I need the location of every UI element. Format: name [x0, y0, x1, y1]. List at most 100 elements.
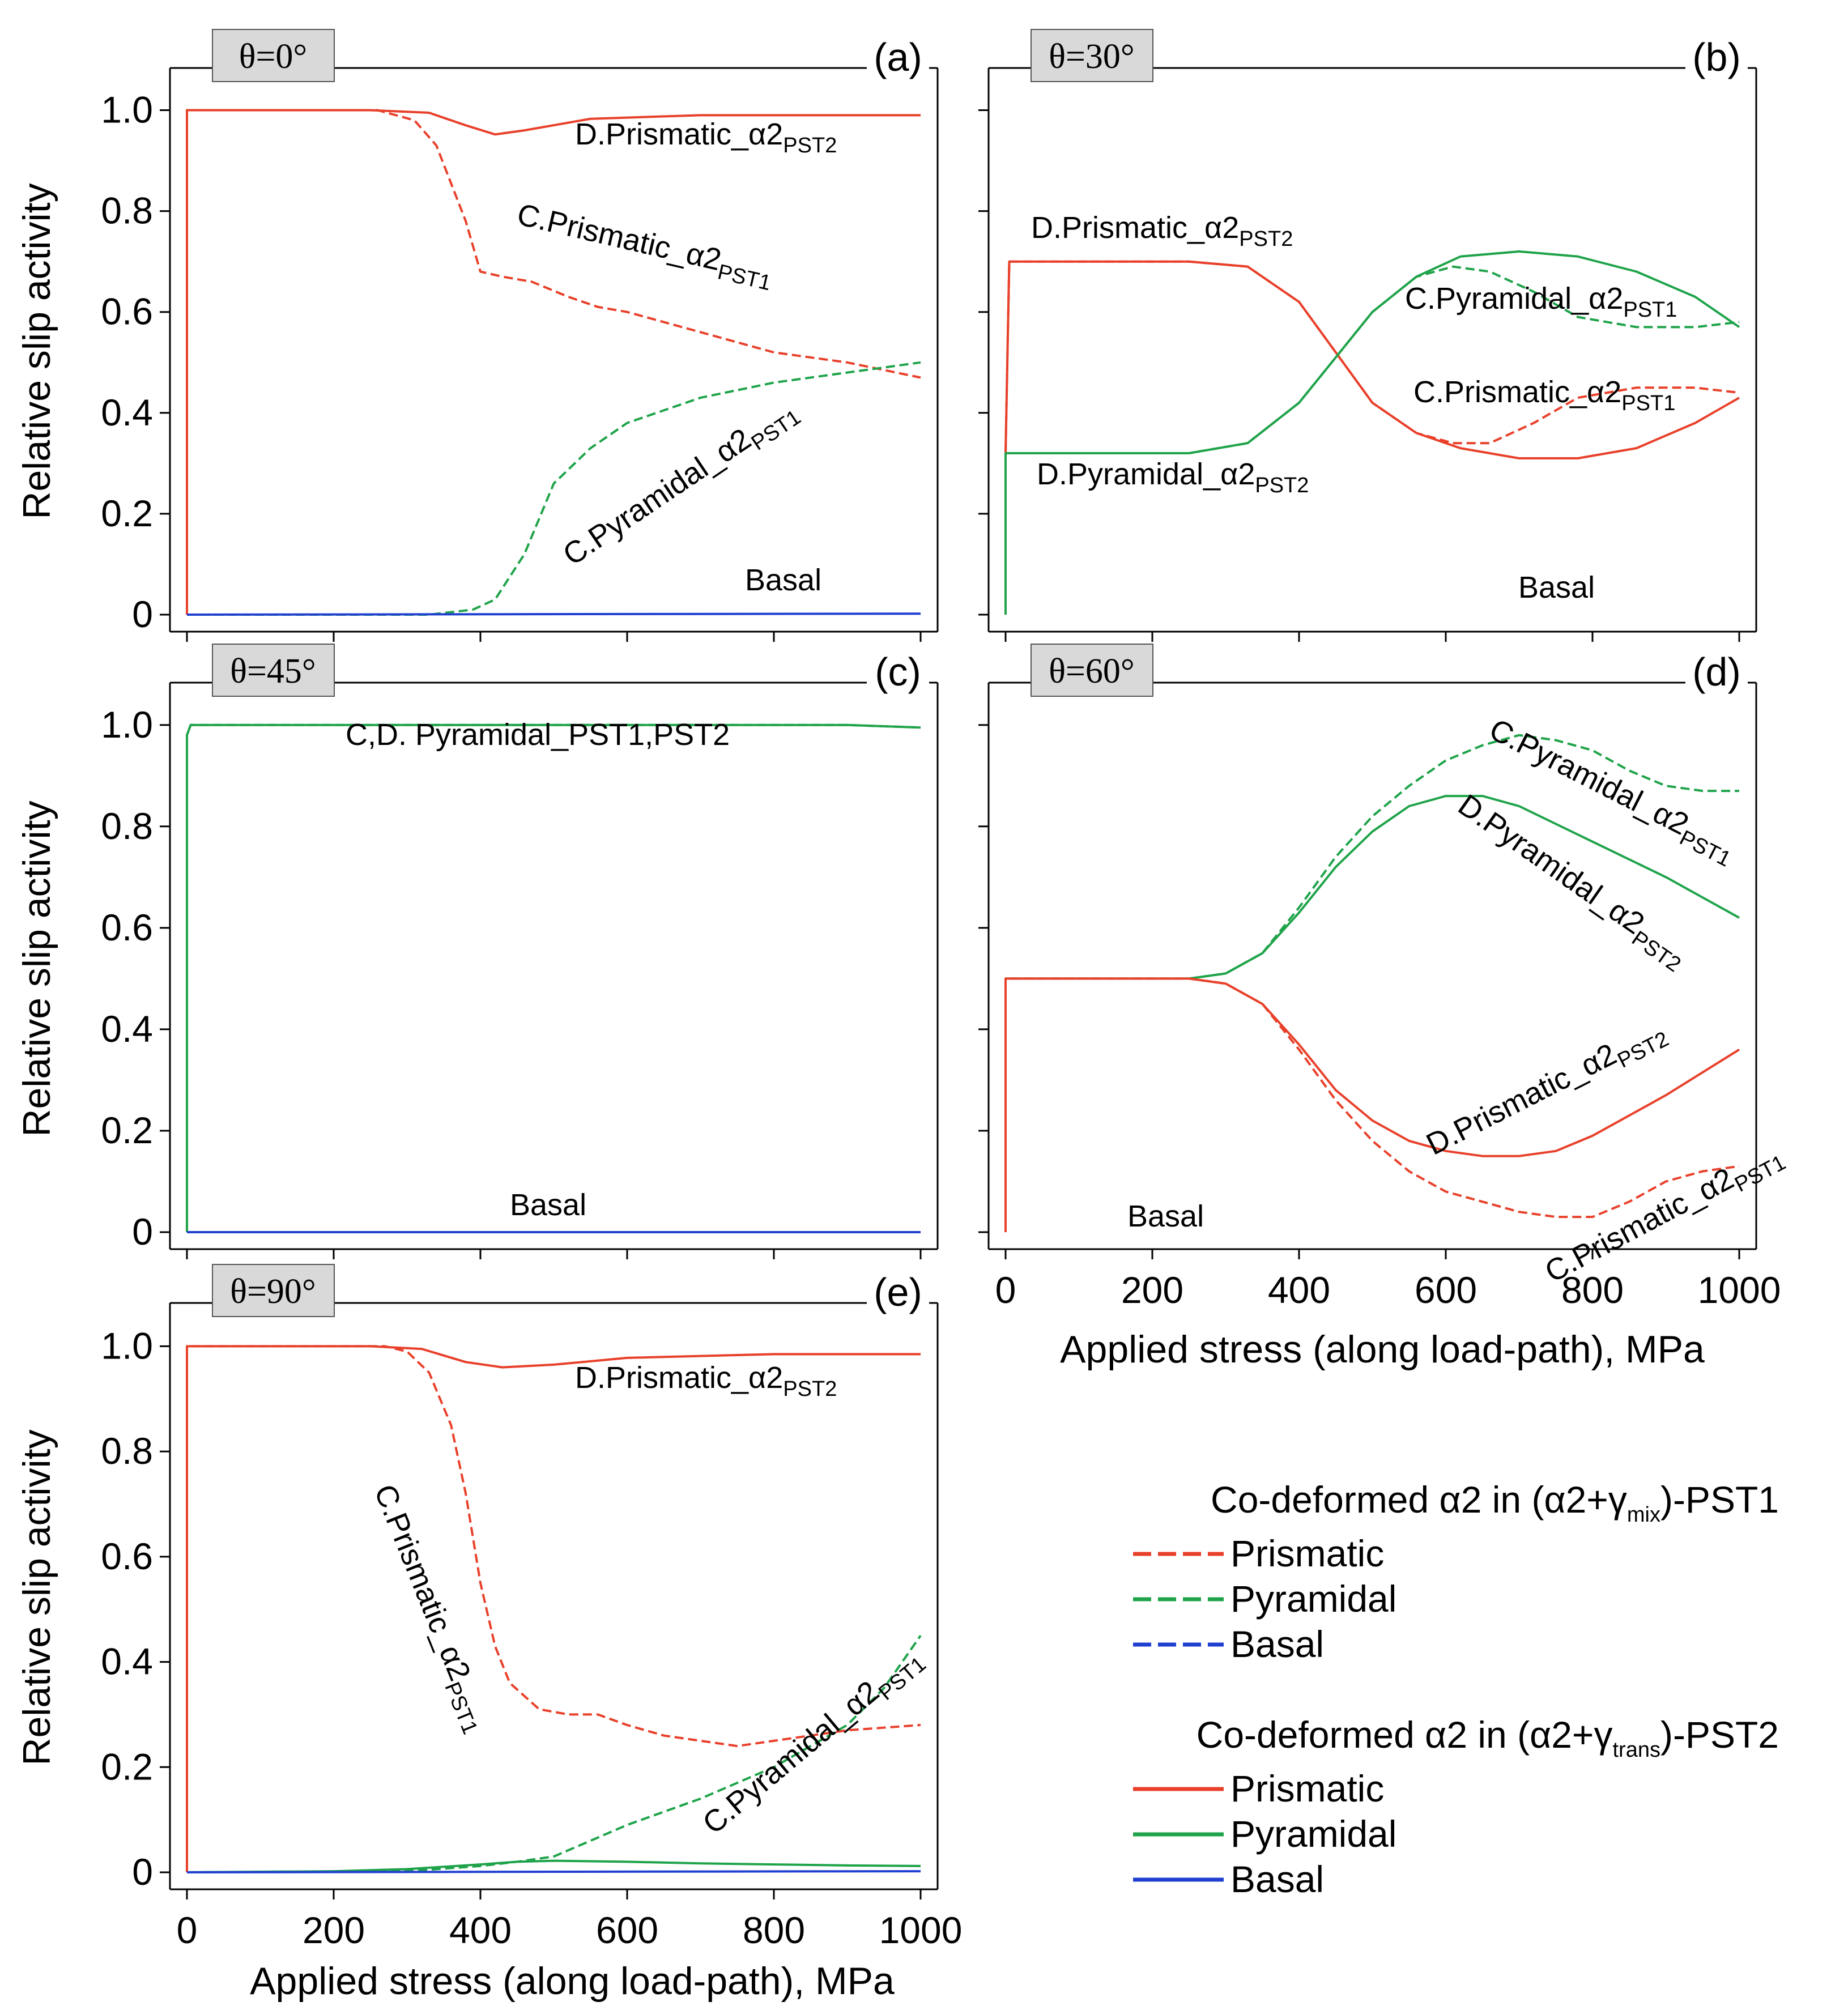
- y-tick-label: 0.6: [101, 291, 153, 333]
- series-annotation: D.Prismatic_α2PST2: [1421, 1012, 1672, 1167]
- panel-d: 0 200 400 600 800 1000 θ=60° (d) Applied stress …: [978, 644, 1790, 1371]
- series-annotation: C,D. Pyramidal_PST1,PST2: [346, 718, 730, 752]
- y-tick-label: 0.6: [101, 1535, 153, 1577]
- series-line-4: [186, 1859, 921, 1873]
- legend-item-label: Pyramidal: [1230, 1578, 1396, 1620]
- theta-label: θ=90°: [230, 1272, 316, 1311]
- x-tick-label: 200: [1121, 1269, 1183, 1311]
- series-annotation: D.Prismatic_α2PST2: [575, 1361, 837, 1401]
- x-tick-label: 1000: [1698, 1269, 1781, 1311]
- panel-label: (c): [875, 650, 921, 694]
- y-tick-label: 0.8: [101, 190, 153, 232]
- y-tick-label: 0.4: [101, 391, 153, 433]
- y-tick-label: 0: [132, 1851, 153, 1893]
- panel-label: (a): [874, 35, 922, 79]
- x-tick-label: 1000: [879, 1909, 963, 1951]
- x-tick-label: 400: [1268, 1269, 1330, 1311]
- theta-label: θ=60°: [1049, 652, 1134, 691]
- y-tick-label: 0: [132, 593, 153, 635]
- series-line-3: [186, 1634, 922, 1873]
- legend-item-label: Prismatic: [1230, 1768, 1384, 1809]
- y-tick-label: 0.8: [101, 1430, 153, 1472]
- series-annotation: C.Pyramidal_α2PST1: [557, 392, 805, 578]
- series-annotation: D.Prismatic_α2PST2: [575, 117, 837, 157]
- x-tick-label: 600: [1415, 1269, 1477, 1311]
- legend-item-label: Pyramidal: [1230, 1813, 1396, 1855]
- legend-group-title: Co-deformed α2 in (α2+γtrans)-PST2: [1196, 1714, 1779, 1762]
- series-line-3: [187, 361, 921, 616]
- legend: Co-deformed α2 in (α2+γmix)-PST1 Prismati…: [1133, 1479, 1779, 1900]
- panel-e: 0 0.2 0.4 0.6 0.8 1.0 0 200 400 600 800 1000 θ=90° (e…: [15, 1264, 962, 2003]
- x-axis-label: Applied stress (along load-path), MPa: [250, 1960, 895, 2003]
- x-tick-label: 0: [177, 1909, 198, 1951]
- series-annotation: Basal: [1127, 1199, 1204, 1233]
- series-line-4: [1004, 977, 1740, 1232]
- series-line-1: [1004, 795, 1740, 1232]
- legend-item-label: Basal: [1230, 1858, 1324, 1900]
- series-annotation: Basal: [510, 1188, 586, 1222]
- panel-label: (b): [1692, 35, 1741, 79]
- series-annotation: C.Pyramidal_α2PST1: [1405, 282, 1677, 322]
- series-line-2: [1004, 734, 1739, 1232]
- y-tick-label: 0: [132, 1211, 153, 1253]
- panel-label: (d): [1692, 650, 1741, 694]
- series-annotation: C.Prismatic_α2PST1: [362, 1480, 497, 1737]
- y-tick-label: 0.2: [101, 1109, 153, 1151]
- series-annotation: C.Pyramidal_α2PST1: [696, 1639, 931, 1845]
- series-annotation: D.Pyramidal_α2PST2: [1037, 457, 1309, 497]
- theta-box: [1031, 644, 1153, 697]
- series-line-2: [186, 1345, 921, 1872]
- panel-label-bg: [1685, 34, 1748, 79]
- y-tick-label: 1.0: [101, 704, 153, 746]
- x-tick-label: 800: [1561, 1269, 1624, 1311]
- y-tick-label: 1.0: [101, 1324, 153, 1366]
- panel-c: 0 0.2 0.4 0.6 0.8 1.0 θ=45° (c) Relative slip ac…: [15, 644, 939, 1259]
- x-tick-label: 0: [995, 1269, 1016, 1311]
- series-line-1: [186, 1345, 921, 1872]
- series-annotation: Basal: [1518, 570, 1595, 604]
- y-axis-label: Relative slip activity: [15, 183, 58, 519]
- y-axis-label: Relative slip activity: [15, 1429, 58, 1765]
- y-tick-label: 0.6: [101, 906, 153, 948]
- x-tick-label: 400: [449, 1909, 512, 1951]
- x-tick-label: 200: [303, 1909, 365, 1951]
- panel-label-bg: [1685, 649, 1748, 694]
- y-tick-label: 0.4: [101, 1641, 153, 1683]
- x-tick-label: 600: [596, 1909, 658, 1951]
- panel-a: 0 0.2 0.4 0.6 0.8 1.0 θ=0° (a) Relative slip act…: [15, 29, 939, 642]
- series-line-2: [186, 723, 921, 1232]
- y-tick-label: 0.4: [101, 1008, 153, 1050]
- y-tick-label: 0.2: [101, 492, 153, 534]
- series-annotation: C.Prismatic_α2PST1: [1413, 375, 1675, 415]
- y-tick-label: 0.8: [101, 805, 153, 847]
- series-line-3: [1004, 977, 1740, 1232]
- theta-box: [212, 644, 335, 697]
- theta-box: [212, 29, 335, 82]
- theta-label: θ=45°: [230, 652, 316, 691]
- series-line-2: [1004, 260, 1740, 615]
- y-tick-label: 0.2: [101, 1745, 153, 1787]
- y-tick-label: 1.0: [101, 89, 153, 131]
- series-line-4: [186, 612, 921, 616]
- x-tick-label: 800: [743, 1909, 805, 1951]
- panel-label-bg: [867, 649, 929, 694]
- series-line-1: [186, 109, 921, 615]
- series-annotation: C.Prismatic_α2PST1: [513, 197, 777, 295]
- x-axis-label: Applied stress (along load-path), MPa: [1060, 1328, 1705, 1371]
- legend-group-title: Co-deformed α2 in (α2+γmix)-PST1: [1211, 1479, 1779, 1527]
- panel-label: (e): [874, 1270, 922, 1314]
- series-line-2: [186, 109, 921, 615]
- y-axis-label: Relative slip activity: [15, 800, 58, 1136]
- theta-box: [212, 1264, 335, 1317]
- theta-box: [1031, 29, 1153, 82]
- legend-item-label: Basal: [1230, 1623, 1324, 1665]
- legend-item-label: Prismatic: [1230, 1532, 1384, 1574]
- panel-b: θ=30° (b) D.Prismatic_α2PST2 C.Pyramidal_α2…: [978, 29, 1757, 642]
- series-line-1: [186, 723, 921, 1232]
- series-line-5: [186, 1870, 921, 1873]
- theta-label: θ=30°: [1049, 37, 1134, 76]
- series-annotation: D.Prismatic_α2PST2: [1031, 211, 1293, 251]
- panel-label-bg: [867, 34, 929, 79]
- panel-label-bg: [867, 1269, 929, 1314]
